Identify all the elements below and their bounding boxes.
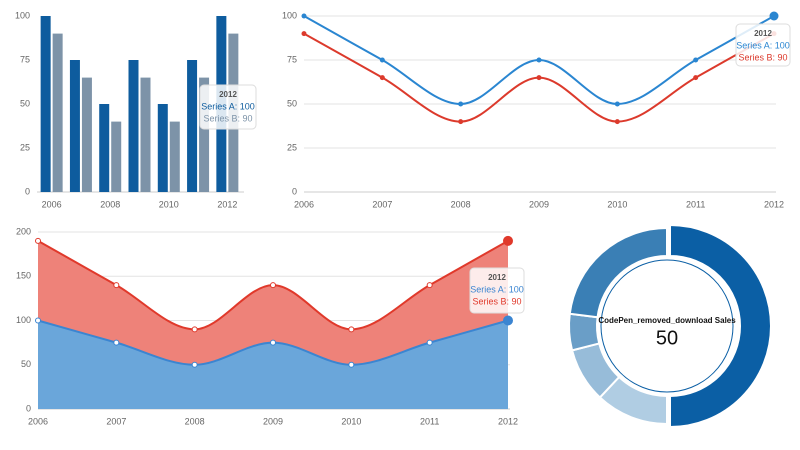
point	[301, 13, 307, 19]
x-tick-label: 2006	[28, 416, 48, 426]
center-value: 50	[656, 327, 678, 349]
y-tick-label: 200	[16, 226, 31, 236]
point	[301, 31, 307, 37]
point	[379, 75, 385, 81]
x-tick-label: 2010	[341, 416, 361, 426]
pie-segment	[568, 226, 668, 319]
tooltip-line: Series A: 100	[736, 40, 790, 50]
tooltip-line: Series A: 100	[470, 284, 524, 294]
y-tick-label: 150	[16, 271, 31, 281]
y-tick-label: 75	[287, 54, 297, 64]
pie-segment	[669, 223, 772, 429]
y-tick-label: 25	[20, 142, 30, 152]
x-tick-label: 2006	[42, 199, 62, 209]
y-tick-label: 50	[21, 359, 31, 369]
x-tick-label: 2008	[451, 199, 471, 209]
point	[113, 339, 120, 346]
x-tick-label: 2012	[764, 199, 784, 209]
bar	[81, 77, 92, 192]
area	[38, 320, 508, 409]
bar	[52, 33, 63, 192]
bar	[128, 60, 139, 192]
point	[348, 361, 355, 368]
inner-ring	[600, 259, 734, 393]
point	[426, 282, 433, 289]
bar	[40, 16, 51, 192]
x-tick-label: 2009	[263, 416, 283, 426]
point	[614, 101, 620, 107]
tooltip-line: Series A: 100	[201, 101, 255, 111]
pie-title: CodePen_removed_download Sales	[598, 316, 736, 325]
pie-segment	[568, 312, 601, 352]
point	[693, 75, 699, 81]
y-tick-label: 75	[20, 54, 30, 64]
x-tick-label: 2007	[106, 416, 126, 426]
bar	[140, 77, 151, 192]
point	[191, 361, 198, 368]
tooltip-box	[469, 267, 525, 314]
x-tick-label: 2011	[686, 199, 705, 209]
tooltip-title: 2012	[488, 273, 506, 282]
bar	[157, 104, 168, 192]
area	[38, 240, 508, 365]
y-tick-label: 100	[16, 315, 31, 325]
x-tick-label: 2007	[372, 199, 392, 209]
y-tick-label: 0	[292, 186, 297, 196]
y-tick-label: 0	[25, 186, 30, 196]
point	[113, 282, 120, 289]
y-tick-label: 0	[26, 403, 31, 413]
y-tick-label: 100	[15, 10, 30, 20]
x-tick-label: 2012	[498, 416, 518, 426]
bar	[187, 60, 198, 192]
y-tick-label: 50	[287, 98, 297, 108]
x-tick-label: 2009	[529, 199, 549, 209]
tooltip-line: Series B: 90	[203, 113, 252, 123]
point	[191, 326, 198, 333]
point	[693, 57, 699, 63]
point	[379, 57, 385, 63]
bar	[69, 60, 80, 192]
x-tick-label: 2010	[159, 199, 179, 209]
x-tick-label: 2006	[294, 199, 314, 209]
point	[503, 315, 513, 326]
bar	[169, 121, 180, 192]
point	[426, 339, 433, 346]
tooltip-line: Series B: 90	[738, 52, 787, 62]
bar	[99, 104, 110, 192]
tooltip-title: 2012	[754, 29, 772, 38]
tooltip-box	[199, 84, 257, 130]
x-tick-label: 2008	[185, 416, 205, 426]
bar	[199, 77, 210, 192]
point	[458, 119, 464, 125]
x-tick-label: 2008	[100, 199, 120, 209]
point	[348, 326, 355, 333]
x-tick-label: 2010	[607, 199, 627, 209]
y-tick-label: 25	[287, 142, 297, 152]
point	[35, 237, 41, 244]
y-tick-label: 100	[282, 10, 297, 20]
point	[536, 75, 542, 81]
y-tick-label: 50	[20, 98, 30, 108]
point	[536, 57, 542, 63]
tooltip-title: 2012	[219, 90, 237, 99]
tooltip-box	[735, 23, 791, 67]
point	[270, 282, 276, 289]
tooltip-line: Series B: 90	[472, 296, 521, 306]
point	[35, 317, 41, 324]
x-tick-label: 2011	[420, 416, 439, 426]
point	[769, 11, 779, 21]
point	[503, 235, 513, 246]
point	[270, 339, 276, 346]
point	[458, 101, 464, 107]
point	[614, 119, 620, 125]
x-tick-label: 2012	[217, 199, 237, 209]
bar	[111, 121, 122, 192]
